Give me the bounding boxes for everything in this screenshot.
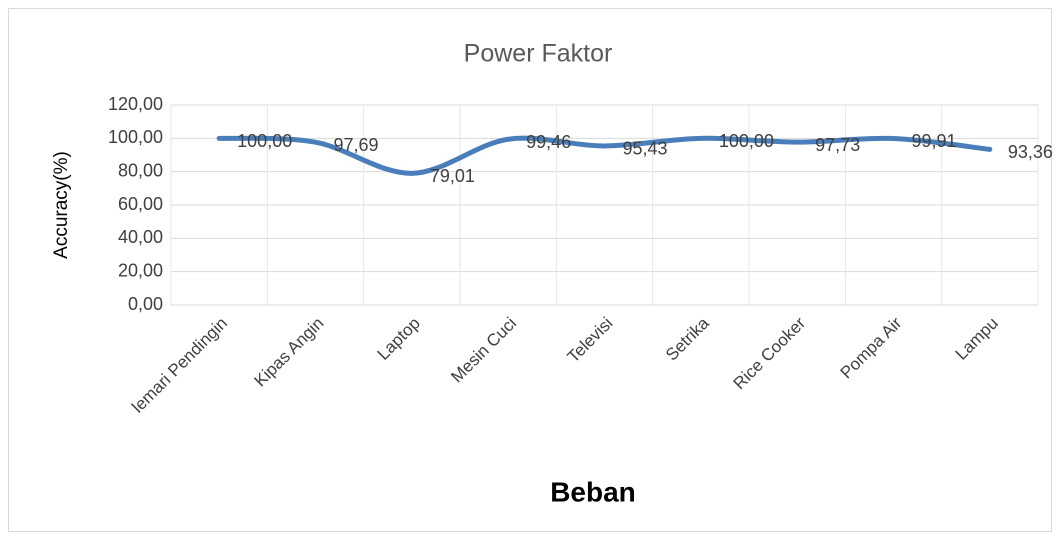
- data-label: 99,91: [912, 131, 957, 151]
- chart-border: [8, 8, 1052, 532]
- data-label: 100,00: [237, 131, 292, 151]
- y-tick-label: 120,00: [108, 94, 163, 114]
- series-line: [216, 135, 993, 176]
- data-label: 97,69: [334, 135, 379, 155]
- plot: 100,00 97,69 79,01 99,46 95,43 100,00 97,73 99,…: [216, 131, 1053, 186]
- data-label: 79,01: [430, 166, 475, 186]
- x-axis-label: Beban: [550, 476, 636, 507]
- chart-title: Power Faktor: [464, 40, 613, 68]
- y-axis-label: Accuracy(%): [51, 151, 72, 259]
- data-label: 93,36: [1008, 142, 1053, 162]
- data-label: 100,00: [719, 131, 774, 151]
- data-label: 95,43: [623, 139, 668, 159]
- y-tick-label: 100,00: [108, 127, 163, 147]
- y-tick-label: 0,00: [128, 294, 163, 314]
- data-label: 99,46: [526, 132, 571, 152]
- y-tick-label: 60,00: [118, 194, 163, 214]
- y-tick-label: 80,00: [118, 160, 163, 180]
- y-tick-label: 40,00: [118, 227, 163, 247]
- data-label: 97,73: [815, 135, 860, 155]
- y-tick-label: 20,00: [118, 260, 163, 280]
